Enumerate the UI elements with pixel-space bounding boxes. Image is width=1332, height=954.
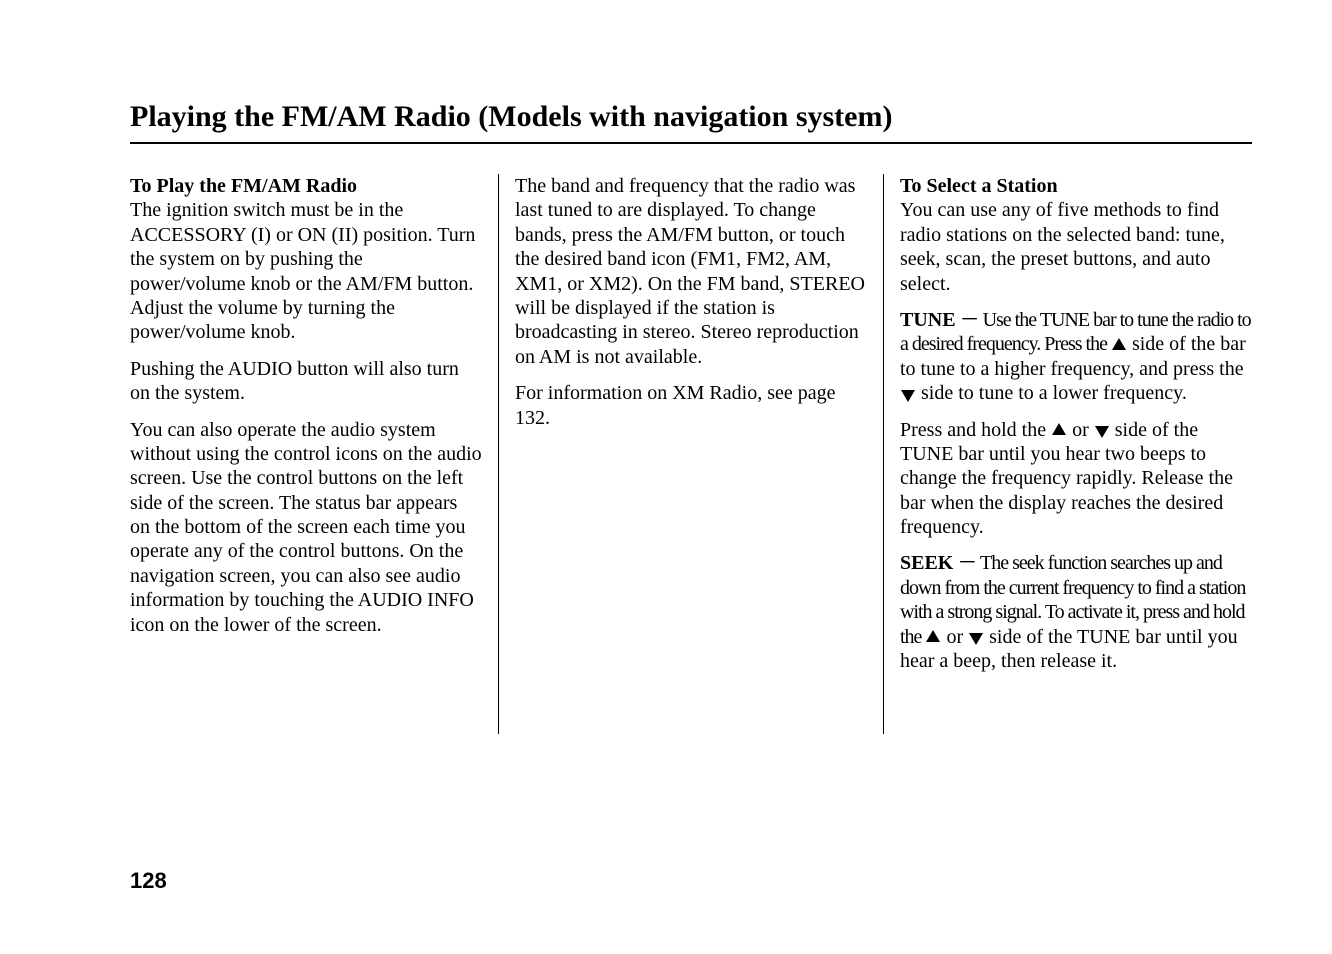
seek-label: SEEK [900,552,953,574]
page-title: Playing the FM/AM Radio (Models with nav… [130,100,1252,134]
seek-text-b: or [941,626,968,648]
triangle-down-icon [969,633,983,645]
page-number: 128 [130,868,167,894]
title-rule [130,142,1252,144]
triangle-down-icon [901,390,915,402]
columns-container: To Play the FM/AM Radio The ignition swi… [130,174,1252,734]
triangle-up-icon [926,630,940,642]
col1-heading: To Play the FM/AM Radio [130,175,357,197]
triangle-up-icon [1112,338,1126,350]
tune-label: TUNE [900,309,956,331]
hold-text-a: Press and hold the [900,419,1051,441]
col3-text-1: You can use any of five methods to find … [900,199,1225,294]
triangle-up-icon [1052,423,1066,435]
column-2: The band and frequency that the radio wa… [499,174,883,734]
tune-text-c: side to tune to a lower frequency. [916,382,1187,404]
column-3: To Select a Station You can use any of f… [884,174,1252,734]
col3-para-hold: Press and hold the or side of the TUNE b… [900,418,1252,540]
col3-para-1: To Select a Station You can use any of f… [900,174,1252,296]
triangle-down-icon [1095,426,1109,438]
col1-para-3: You can also operate the audio system wi… [130,418,482,638]
col3-para-tune: TUNE － Use the TUNE bar to tune the radi… [900,308,1252,406]
manual-page: Playing the FM/AM Radio (Models with nav… [0,0,1332,954]
column-1: To Play the FM/AM Radio The ignition swi… [130,174,498,734]
col2-para-2: For information on XM Radio, see page 13… [515,381,867,430]
hold-text-b: or [1067,419,1094,441]
col1-para-2: Pushing the AUDIO button will also turn … [130,357,482,406]
col2-para-1: The band and frequency that the radio wa… [515,174,867,369]
col1-text-1: The ignition switch must be in the ACCES… [130,199,475,343]
col1-para-1: To Play the FM/AM Radio The ignition swi… [130,174,482,345]
col3-heading: To Select a Station [900,175,1058,197]
col3-para-seek: SEEK － The seek function searches up and… [900,551,1252,673]
